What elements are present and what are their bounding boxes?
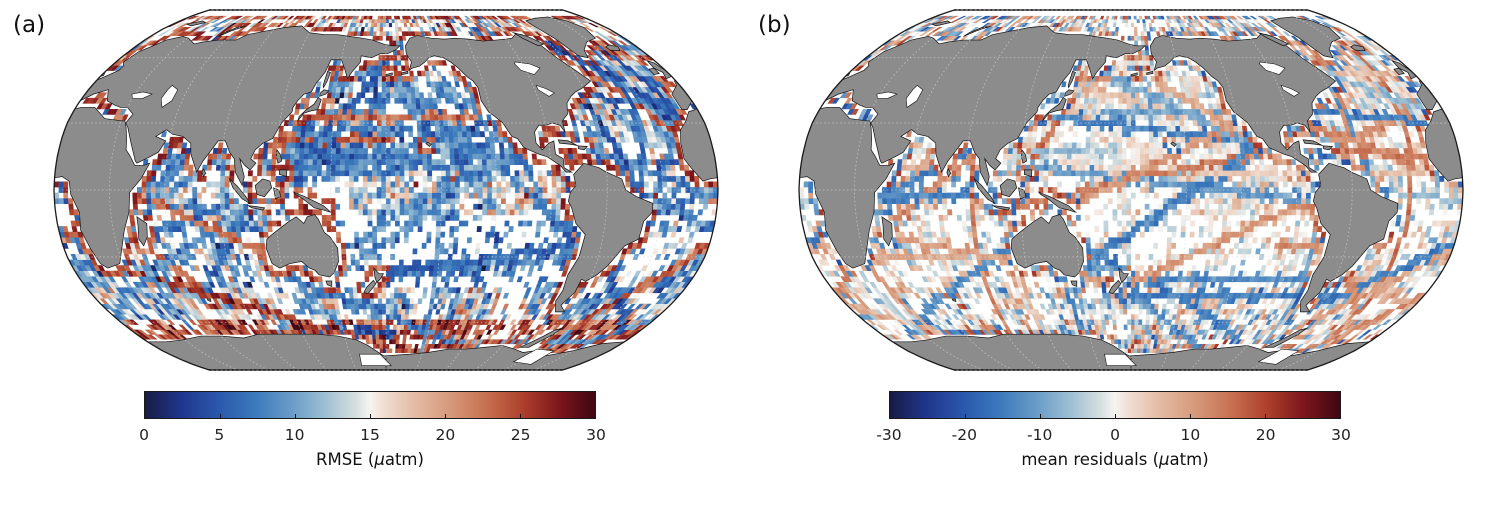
colorbar-tick-label: 20 [1255, 426, 1276, 444]
colorbar-tick-label: 5 [214, 426, 225, 444]
colorbar-a-title-prefix: RMSE ( [316, 450, 375, 469]
colorbar-a-title: RMSE (μatm) [144, 450, 596, 469]
colorbar-tick-label: 0 [139, 426, 149, 444]
colorbar-tick-mark [520, 414, 521, 418]
colorbar-tick-mark [1265, 414, 1266, 418]
colorbar-tick-label: 15 [360, 426, 380, 444]
colorbar-tick-mark [444, 414, 446, 418]
colorbar-tick-label: 10 [284, 426, 305, 444]
colorbar-b-tick-labels: -30 -20 -10 0 10 20 30 [876, 426, 1351, 446]
colorbar-tick-label: 30 [586, 426, 606, 444]
colorbar-tick-mark [1115, 414, 1116, 418]
world-map-a [52, 8, 720, 372]
colorbar-tick-mark [219, 414, 221, 418]
colorbar-b-title-prefix: mean residuals ( [1021, 450, 1160, 469]
colorbar-tick-mark [294, 414, 296, 418]
colorbar-tick-mark [964, 414, 966, 418]
colorbar-tick-label: 20 [435, 426, 456, 444]
colorbar-b: -30 -20 -10 0 10 20 30 mean residuals (μatm) [876, 391, 1351, 469]
panel-b-label: (b) [758, 12, 791, 38]
colorbar-tick-mark [1189, 414, 1191, 418]
colorbar-b-gradient [889, 391, 1341, 419]
colorbar-tick-label: 10 [1180, 426, 1201, 444]
colorbar-a: 0 5 10 15 20 25 30 RMSE (μatm) [139, 391, 606, 469]
colorbar-tick-mark [370, 414, 371, 418]
colorbar-a-gradient [144, 391, 596, 419]
colorbar-tick-label: 25 [510, 426, 531, 444]
colorbar-tick-label: -10 [1026, 426, 1053, 444]
mu-symbol: μ [1159, 450, 1170, 469]
colorbar-tick-label: -30 [876, 426, 902, 444]
panel-a-label: (a) [13, 12, 46, 38]
colorbar-tick-label: -20 [951, 426, 977, 444]
colorbar-tick-label: 0 [1110, 426, 1120, 444]
colorbar-b-title: mean residuals (μatm) [889, 450, 1341, 469]
colorbar-tick-label: 30 [1331, 426, 1351, 444]
panel-b: (b) -30 -20 -10 0 10 20 30 mean residuals (μat… [745, 0, 1489, 505]
colorbar-b-title-suffix: atm) [1169, 450, 1209, 469]
mu-symbol: μ [374, 450, 385, 469]
colorbar-a-tick-labels: 0 5 10 15 20 25 30 [139, 426, 606, 446]
colorbar-a-title-suffix: atm) [384, 450, 424, 469]
colorbar-tick-mark [1039, 414, 1041, 418]
panel-a: (a) 0 5 10 15 20 25 30 RMSE (μatm) [0, 0, 744, 505]
world-map-b [797, 8, 1465, 372]
